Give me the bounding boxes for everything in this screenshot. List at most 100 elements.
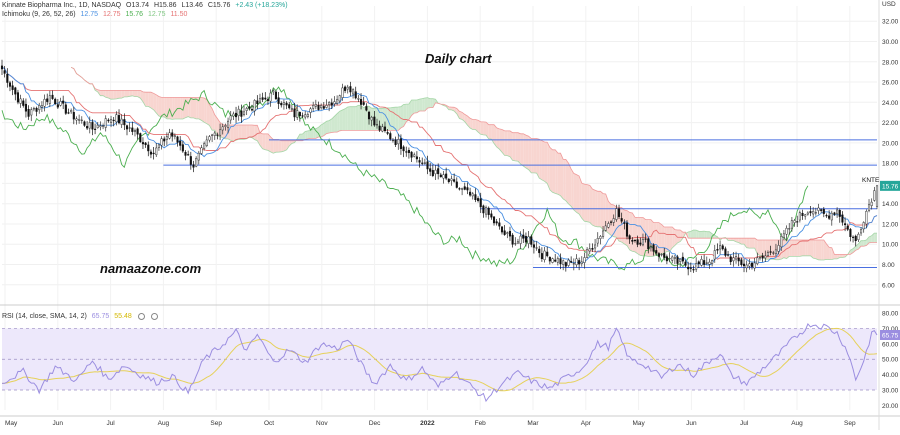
candle-body: [104, 118, 107, 128]
candle-body: [844, 223, 847, 226]
cloud-segment: [419, 98, 423, 111]
candle-body: [176, 136, 179, 143]
candle-body: [237, 108, 240, 117]
candle-body: [306, 114, 309, 118]
cloud-segment: [584, 184, 588, 222]
candle-body: [407, 150, 410, 154]
cloud-segment: [611, 204, 614, 237]
cloud-segment: [576, 174, 580, 214]
cloud-segment: [831, 247, 835, 260]
candle-body: [298, 111, 301, 116]
candle-body: [344, 86, 347, 91]
cloud-segment: [499, 128, 502, 153]
candle-body: [875, 185, 879, 207]
candle-body: [314, 103, 317, 107]
candle-body: [772, 252, 775, 254]
candle-body: [495, 221, 498, 224]
cloud-segment: [363, 105, 367, 131]
cloud-segment: [507, 130, 510, 157]
candle-body: [703, 260, 706, 265]
cloud-segment: [834, 254, 838, 259]
candle-body: [633, 239, 637, 242]
candle-body: [859, 229, 863, 234]
cloud-segment: [299, 134, 303, 141]
cloud-segment: [400, 104, 404, 128]
candle-body: [628, 235, 631, 240]
candle-body: [716, 249, 719, 251]
cloud-segment: [262, 133, 266, 150]
cloud-segment: [541, 140, 545, 182]
candle-body: [588, 248, 591, 252]
candle-body: [498, 222, 501, 227]
candle-body: [240, 110, 243, 117]
ohlc-change: +2.43 (+18.23%): [235, 2, 288, 9]
candle-body: [586, 249, 589, 258]
candle-body: [857, 233, 860, 240]
candle-body: [410, 151, 413, 158]
candle-body: [641, 239, 645, 246]
cloud-segment: [861, 240, 864, 247]
cloud-segment: [525, 135, 529, 170]
candle-body: [333, 101, 336, 105]
candle-body: [290, 108, 293, 110]
cloud-segment: [712, 233, 715, 239]
cloud-segment: [512, 132, 516, 161]
cloud-segment: [180, 97, 183, 120]
ichimoku-legend[interactable]: Ichimoku (9, 26, 52, 26) 12.75 12.75 15.…: [2, 10, 190, 19]
candle-body: [203, 143, 206, 149]
candle-body: [580, 261, 583, 264]
cloud-segment: [390, 107, 393, 131]
candle-body: [431, 170, 434, 176]
candle-body: [599, 236, 602, 239]
cloud-segment: [204, 98, 207, 124]
candle-body: [602, 230, 605, 237]
cloud-segment: [568, 163, 572, 207]
rsi-legend[interactable]: RSI (14, close, SMA, 14, 2) 65.75 55.48: [2, 312, 161, 321]
senkou-span-a: [70, 66, 877, 261]
cloud-segment: [190, 97, 194, 118]
candle-body: [253, 100, 256, 112]
candle-body: [639, 242, 642, 245]
symbol-line: Kinnate Biopharma Inc., 1D, NASDAQ: [2, 2, 122, 9]
cloud-segment: [470, 118, 473, 130]
candle-body: [841, 214, 844, 223]
candle-body: [665, 256, 668, 262]
cloud-segment: [531, 138, 534, 173]
candle-body: [117, 115, 121, 124]
cloud-segment: [704, 231, 707, 239]
cloud-segment: [329, 118, 332, 133]
candle-body: [681, 256, 684, 262]
candle-body: [546, 251, 549, 257]
cloud-segment: [342, 108, 346, 131]
cloud-segment: [305, 130, 308, 140]
candle-body: [514, 243, 517, 245]
cloud-segment: [289, 140, 292, 146]
cloud-segment: [321, 123, 324, 138]
cloud-segment: [411, 100, 415, 116]
cloud-segment: [533, 138, 537, 174]
cloud-segment: [145, 92, 149, 107]
candle-body: [477, 198, 480, 201]
candle-body: [256, 100, 259, 104]
candle-body: [304, 114, 307, 118]
rsi-axis: 80.00 70.00 60.00 50.00 40.00 30.00 20.00: [882, 311, 899, 410]
cloud-segment: [802, 240, 806, 256]
rsi-tick-label: 70.00: [882, 326, 899, 333]
candle-body: [804, 214, 807, 217]
candle-body: [160, 138, 163, 146]
ichimoku-cloud: [70, 66, 877, 261]
candle-body: [205, 139, 208, 146]
cloud-segment: [855, 243, 859, 251]
candle-body: [208, 136, 211, 141]
cloud-segment: [528, 136, 532, 173]
cloud-segment: [754, 238, 758, 254]
price-tick-label: 22.00: [882, 120, 899, 127]
date-tick-label: May: [632, 420, 645, 427]
cloud-segment: [839, 254, 843, 258]
cloud-segment: [347, 106, 351, 131]
candle-body: [543, 250, 546, 261]
cloud-segment: [283, 140, 287, 152]
candle-body: [503, 230, 506, 235]
